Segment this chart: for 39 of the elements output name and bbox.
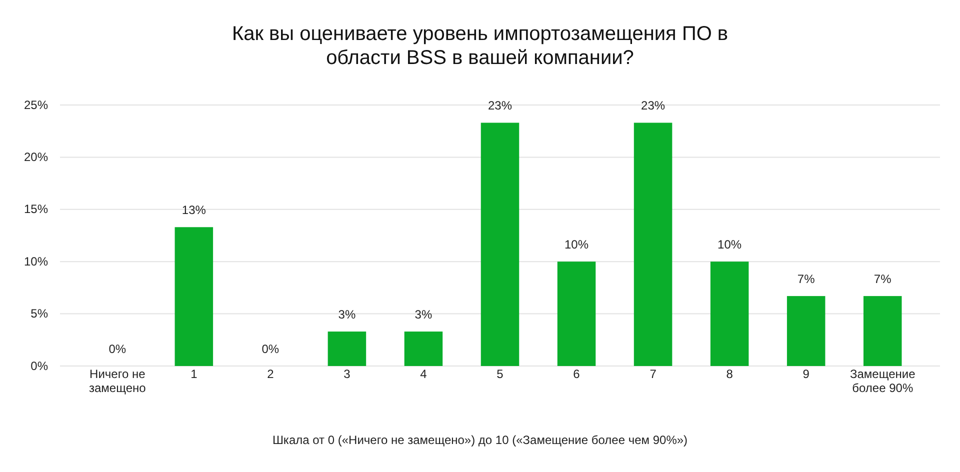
data-label: 23%	[641, 98, 666, 113]
data-label: 23%	[488, 98, 512, 113]
data-label: 13%	[182, 203, 206, 218]
x-tick-label: 4	[420, 367, 428, 381]
data-label: 7%	[874, 272, 892, 286]
data-label: 0%	[108, 342, 126, 356]
data-label: 3%	[338, 308, 356, 322]
y-tick-label: 25%	[24, 98, 48, 112]
bar	[863, 296, 902, 366]
bar	[480, 122, 520, 366]
bar	[634, 122, 672, 366]
x-tick-label: 1	[190, 367, 198, 381]
x-tick-label: 2	[267, 367, 274, 381]
x-tick-label: 7	[650, 367, 657, 381]
x-tick-label: 8	[726, 367, 734, 381]
x-tick-label: 9	[802, 367, 810, 381]
data-label: 10%	[718, 238, 742, 252]
y-tick-label: 0%	[30, 358, 48, 373]
data-label: 3%	[414, 308, 432, 322]
bar	[328, 332, 366, 366]
bar	[557, 262, 596, 366]
text: Шкала от 0 («Ничего не замещено») до 10 («Замещение более чем 90%»)	[272, 433, 688, 447]
x-tick-label: Ничего не замещено	[88, 367, 146, 395]
bar	[174, 227, 214, 366]
bar	[786, 296, 826, 366]
y-tick-label: 15%	[24, 202, 48, 216]
y-tick-label: 20%	[24, 150, 48, 164]
x-tick-label: 3	[344, 367, 351, 381]
data-label: 7%	[797, 272, 816, 286]
data-label: 10%	[564, 238, 589, 252]
y-tick-label: 10%	[24, 254, 48, 268]
x-tick-label: 6	[573, 367, 580, 381]
data-label: 0%	[262, 342, 280, 356]
x-tick-label: 5	[496, 367, 504, 381]
bar	[404, 332, 443, 366]
x-tick-label: Замещение более 90%	[850, 367, 916, 395]
bar	[710, 262, 749, 366]
y-tick-label: 5%	[30, 306, 48, 321]
chart-title: Как вы оцениваете уровень импортозамещения ПО в области BSS в вашей компании?	[232, 23, 728, 69]
